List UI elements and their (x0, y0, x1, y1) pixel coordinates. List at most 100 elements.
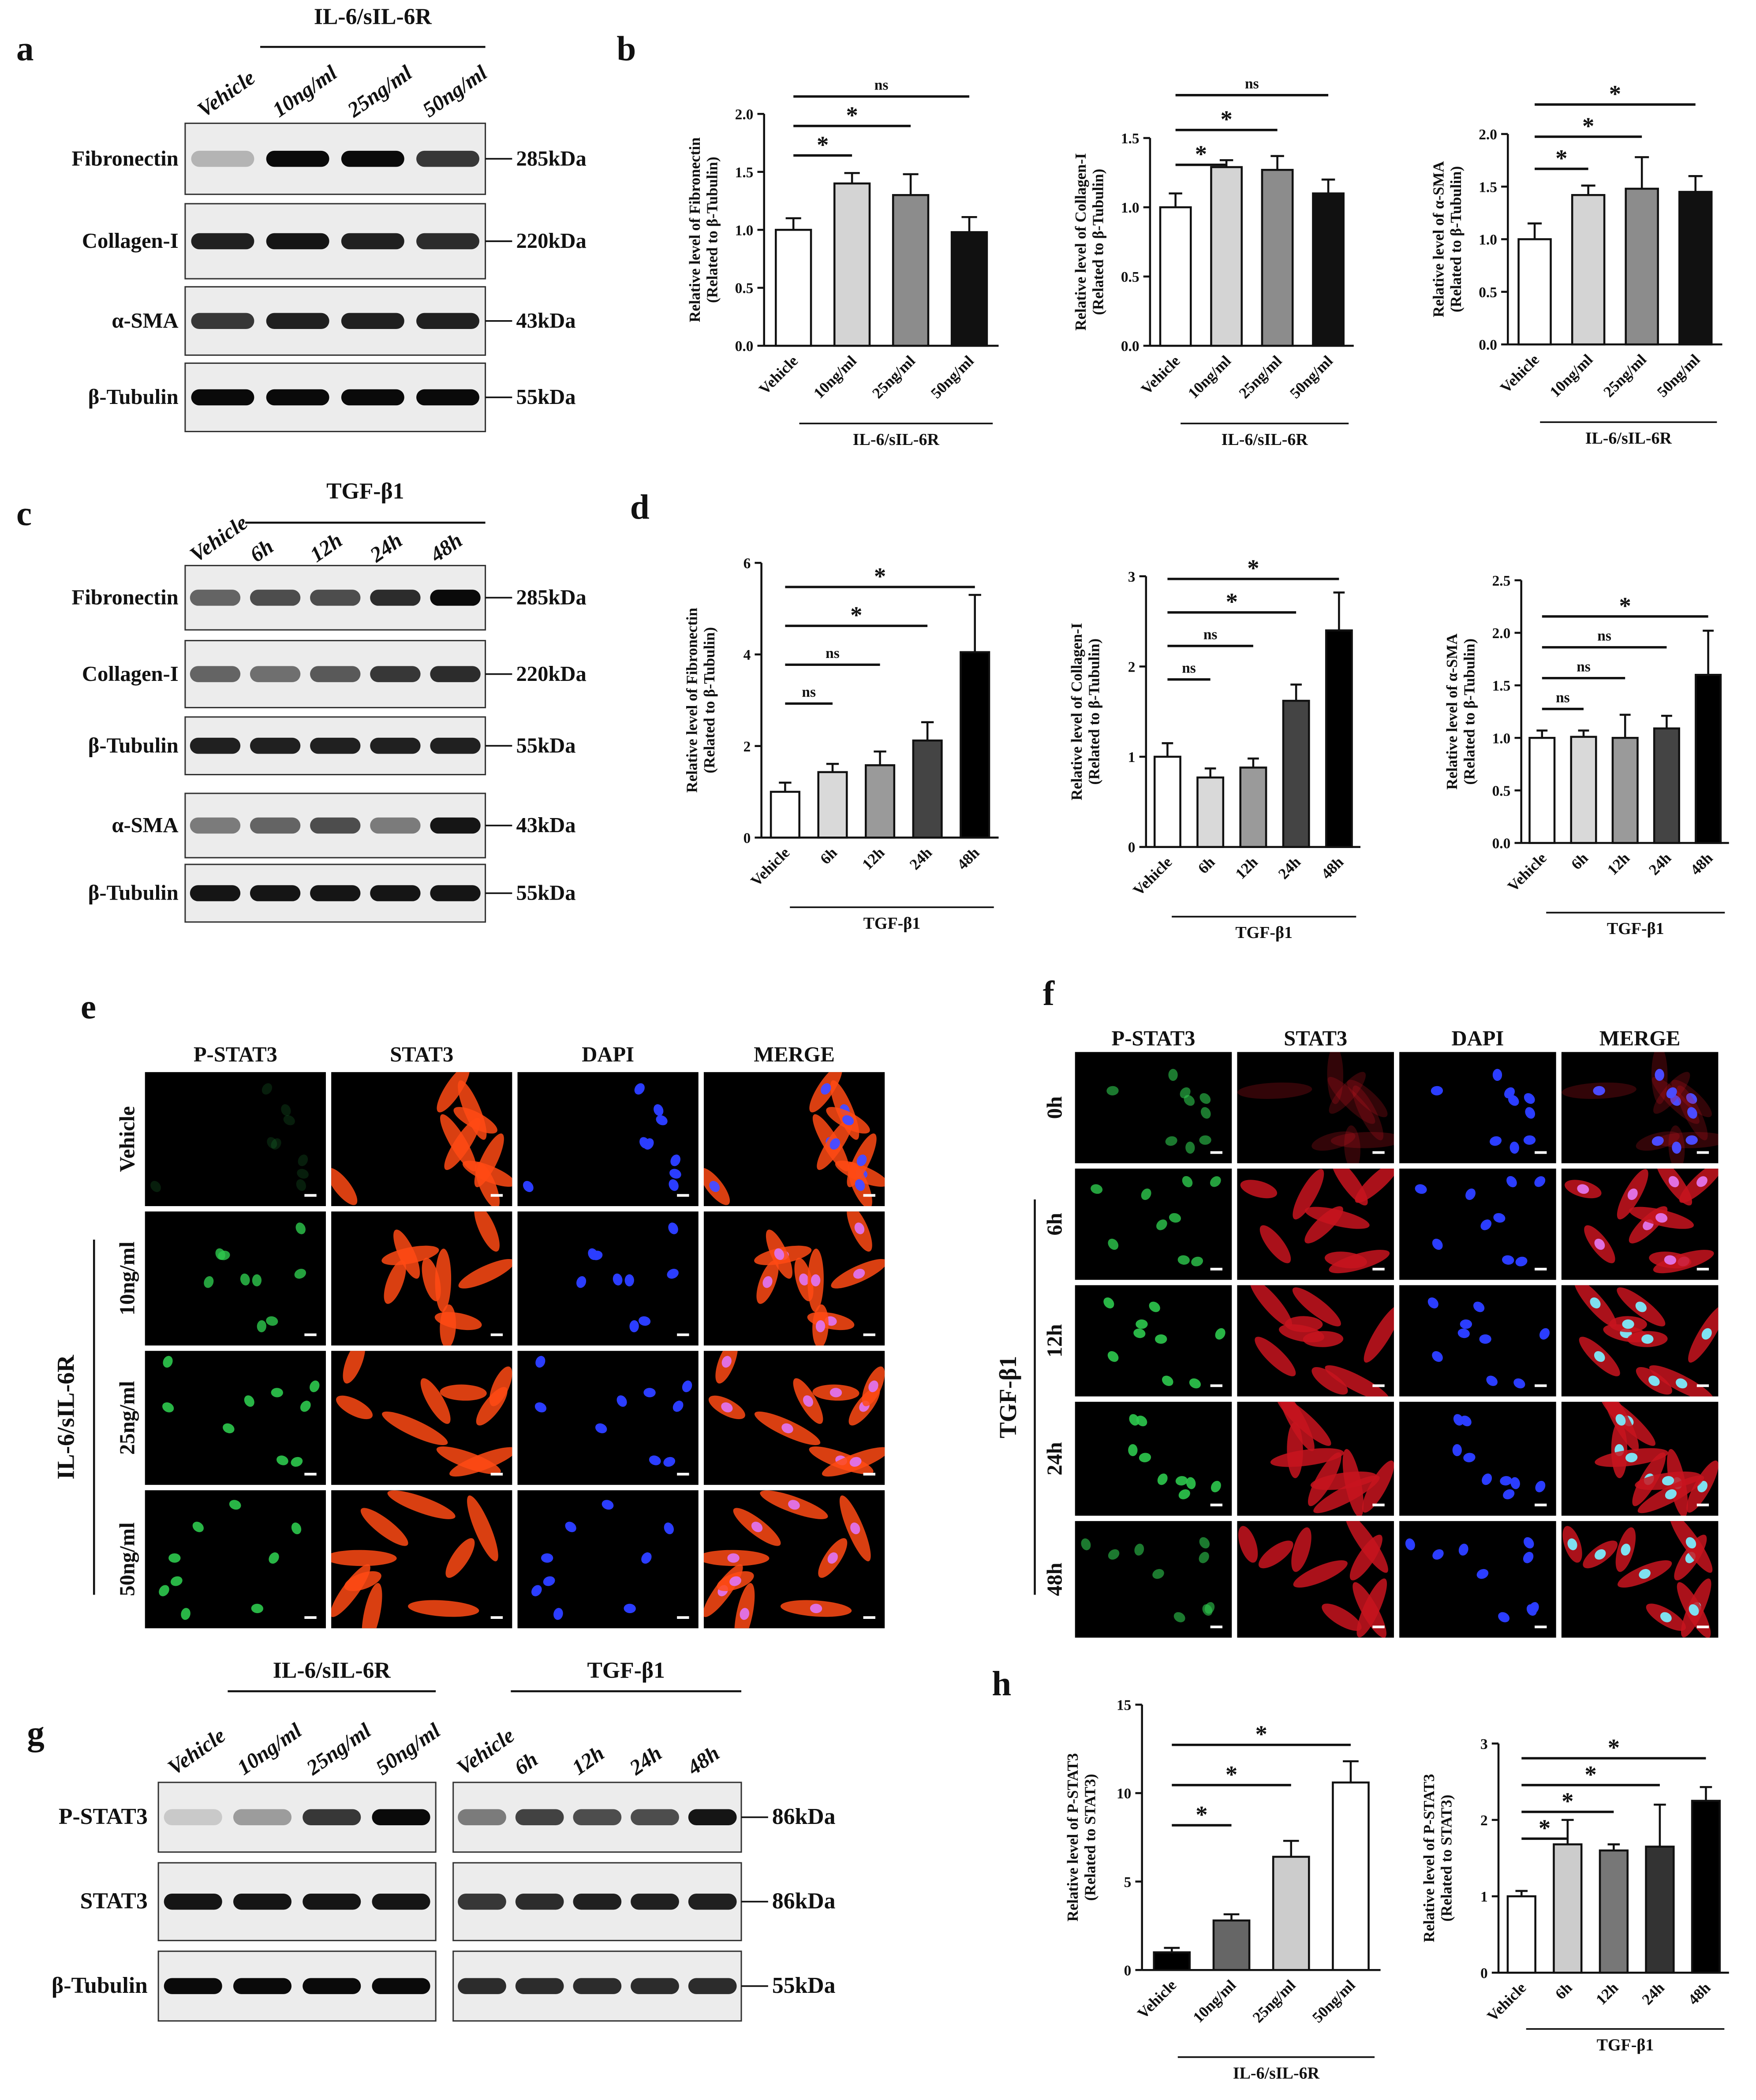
nucleus (656, 1115, 668, 1125)
blot-band (191, 233, 254, 250)
x-tick-label: 24h (1275, 853, 1304, 882)
nucleus (252, 1274, 262, 1286)
blot-band (266, 389, 329, 406)
nucleus (1500, 1476, 1512, 1486)
lane-label: 12h (306, 528, 347, 567)
nucleus (829, 1138, 840, 1150)
nucleus (1648, 1375, 1660, 1386)
x-tick-label: 50ng/ml (1309, 1977, 1359, 2026)
panel-letter: b (616, 30, 636, 68)
cell-body (435, 1248, 452, 1312)
cell-body (1347, 1080, 1388, 1117)
bar (1153, 755, 1181, 848)
blot-band (190, 590, 241, 606)
blot-band (250, 817, 301, 834)
y-tick-label: 6 (743, 556, 751, 572)
x-tick-label: 6h (1195, 853, 1218, 877)
cell-body (1240, 1180, 1278, 1199)
nucleus (1655, 1069, 1664, 1081)
blot-band (416, 389, 479, 406)
nucleus (1128, 1444, 1138, 1457)
nucleus (849, 1457, 862, 1467)
nucleus (1432, 1351, 1443, 1362)
y-tick-label: 1.0 (735, 222, 754, 239)
significance-label: * (874, 563, 886, 590)
protein-label: Fibronectin (72, 586, 179, 609)
lane-label: 12h (568, 1741, 609, 1780)
y-tick-label: 0.0 (735, 338, 754, 355)
blot-band (341, 150, 404, 167)
blot-band (515, 1809, 564, 1826)
bar (1691, 1800, 1721, 1974)
significance-label: * (1255, 1721, 1267, 1748)
cell-body (360, 1508, 408, 1546)
x-tick-label: 48h (954, 844, 983, 873)
blot-band (250, 666, 301, 682)
group-label: IL-6/sIL-6R (1222, 430, 1308, 449)
group-label: TGF-β1 (863, 914, 921, 933)
nucleus (1199, 1135, 1211, 1145)
group-label: IL-6/sIL-6R (853, 430, 940, 449)
nucleus (670, 1155, 680, 1166)
y-tick-label: 3 (1128, 569, 1136, 585)
nucleus (257, 1320, 266, 1333)
nucleus (281, 1104, 291, 1116)
size-label: 55kDa (516, 385, 575, 409)
nucleus (1539, 1328, 1550, 1340)
x-tick-label: 24h (1639, 1979, 1668, 2008)
bar (1159, 206, 1192, 347)
cell-body (1329, 1072, 1366, 1114)
cells (1250, 1285, 1394, 1397)
lane-label: 6h (510, 1747, 542, 1780)
nucleus (159, 1585, 169, 1596)
nucleus (534, 1402, 547, 1412)
nucleus (310, 1380, 320, 1392)
nucleus (641, 1552, 652, 1564)
nucleus (192, 1521, 204, 1532)
nucleus (150, 1181, 161, 1192)
cell-body (1327, 1052, 1344, 1104)
nucleus (1594, 1351, 1605, 1362)
significance-label: * (1226, 588, 1238, 615)
significance-label: * (1196, 1801, 1207, 1828)
nucleus (1479, 1334, 1491, 1344)
blot-band (372, 1809, 430, 1826)
nucleus (682, 1380, 692, 1392)
nucleus (576, 1276, 587, 1288)
nucleus (1199, 1552, 1209, 1563)
nucleus (1157, 1473, 1168, 1485)
cell-body (1330, 1132, 1394, 1148)
cell-body (440, 1304, 456, 1346)
y-tick-label: 0.5 (735, 280, 754, 297)
blot-band (191, 389, 254, 406)
blot-band (372, 1978, 430, 1994)
cell-body (408, 1600, 479, 1617)
cells (1562, 1052, 1719, 1163)
blot-band (191, 313, 254, 329)
nucleus (1685, 1537, 1696, 1549)
x-tick-label: 50ng/ml (927, 352, 977, 402)
bar (1312, 192, 1345, 347)
nucleus (1689, 1604, 1699, 1616)
blot-band (233, 1978, 292, 1994)
bar (1272, 1856, 1310, 1971)
blot-band (190, 666, 241, 682)
cells (150, 1083, 309, 1192)
group-label: TGF-β1 (1607, 919, 1664, 938)
cell-body (1310, 1471, 1377, 1490)
bar (892, 194, 930, 347)
blot-band (573, 1809, 622, 1826)
panel-letter: e (81, 988, 96, 1027)
cell-body (1250, 1285, 1292, 1327)
cell-body (1325, 1365, 1390, 1397)
x-tick-label: 25ng/ml (1236, 352, 1285, 402)
significance-label: ns (1203, 627, 1218, 643)
cell-body (1293, 1560, 1348, 1588)
y-tick-label: 0 (1128, 840, 1136, 856)
cell-body (343, 1351, 366, 1384)
x-tick-label: 24h (906, 844, 935, 873)
y-tick-label: 2 (1480, 1812, 1488, 1829)
cell-body (1237, 1082, 1312, 1099)
nucleus (1476, 1569, 1489, 1579)
